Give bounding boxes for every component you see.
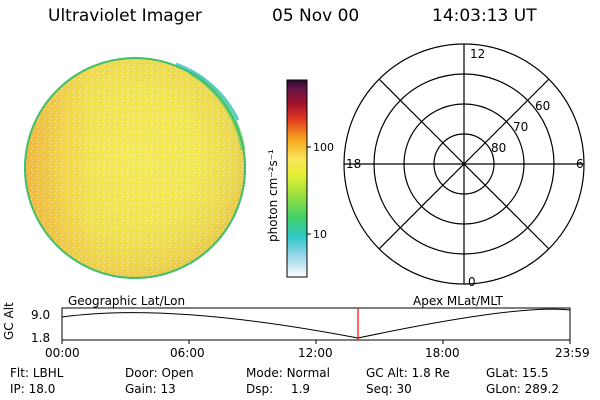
timeline-left-title: Geographic Lat/Lon xyxy=(68,294,186,308)
date-label: 05 Nov 00 xyxy=(272,6,360,26)
mlt-label-12: 12 xyxy=(470,47,485,61)
instrument-title: Ultraviolet Imager xyxy=(48,6,202,26)
timeline-y-max: 9.0 xyxy=(31,308,51,322)
meta-glat: GLat: 15.5 xyxy=(486,366,549,380)
colorbar-tick-100: 100 xyxy=(313,141,334,154)
meta-glon: GLon: 289.2 xyxy=(486,382,559,396)
mlt-label-6: 6 xyxy=(576,157,584,171)
colorbar-tick-10: 10 xyxy=(313,228,327,241)
lat-label-70: 70 xyxy=(513,120,528,134)
time-tick-1200: 12:00 xyxy=(298,346,333,360)
meta-gain: Gain: 13 xyxy=(125,382,176,396)
meta-door: Door: Open xyxy=(125,366,194,380)
mlt-diagonal-2 xyxy=(378,78,550,250)
time-tick-0000: 00:00 xyxy=(45,346,80,360)
timeline-y-min: 1.8 xyxy=(31,331,51,345)
altitude-curve xyxy=(61,308,571,339)
meta-ip: IP: 18.0 xyxy=(10,382,56,396)
mlt-label-0: 0 xyxy=(468,275,476,289)
time-tick-1800: 18:00 xyxy=(425,346,460,360)
mlt-label-18: 18 xyxy=(346,157,361,171)
timeline-right-title: Apex MLat/MLT xyxy=(413,294,503,308)
colorbar-unit-label: photon cm⁻²s⁻¹ xyxy=(266,149,280,242)
meta-seq: Seq: 30 xyxy=(366,382,412,396)
meta-mode: Mode: Normal xyxy=(246,366,330,380)
lat-label-60: 60 xyxy=(535,99,550,113)
time-tick-2359: 23:59 xyxy=(555,346,590,360)
colorbar-scale xyxy=(286,79,308,278)
time-tick-0600: 06:00 xyxy=(170,346,205,360)
meta-filter: Flt: LBHL xyxy=(10,366,64,380)
time-label: 14:03:13 UT xyxy=(432,6,537,26)
meta-dsp: Dsp: 1.9 xyxy=(246,382,311,396)
lat-label-80: 80 xyxy=(491,141,506,155)
meta-gc-alt: GC Alt: 1.8 Re xyxy=(366,366,450,380)
